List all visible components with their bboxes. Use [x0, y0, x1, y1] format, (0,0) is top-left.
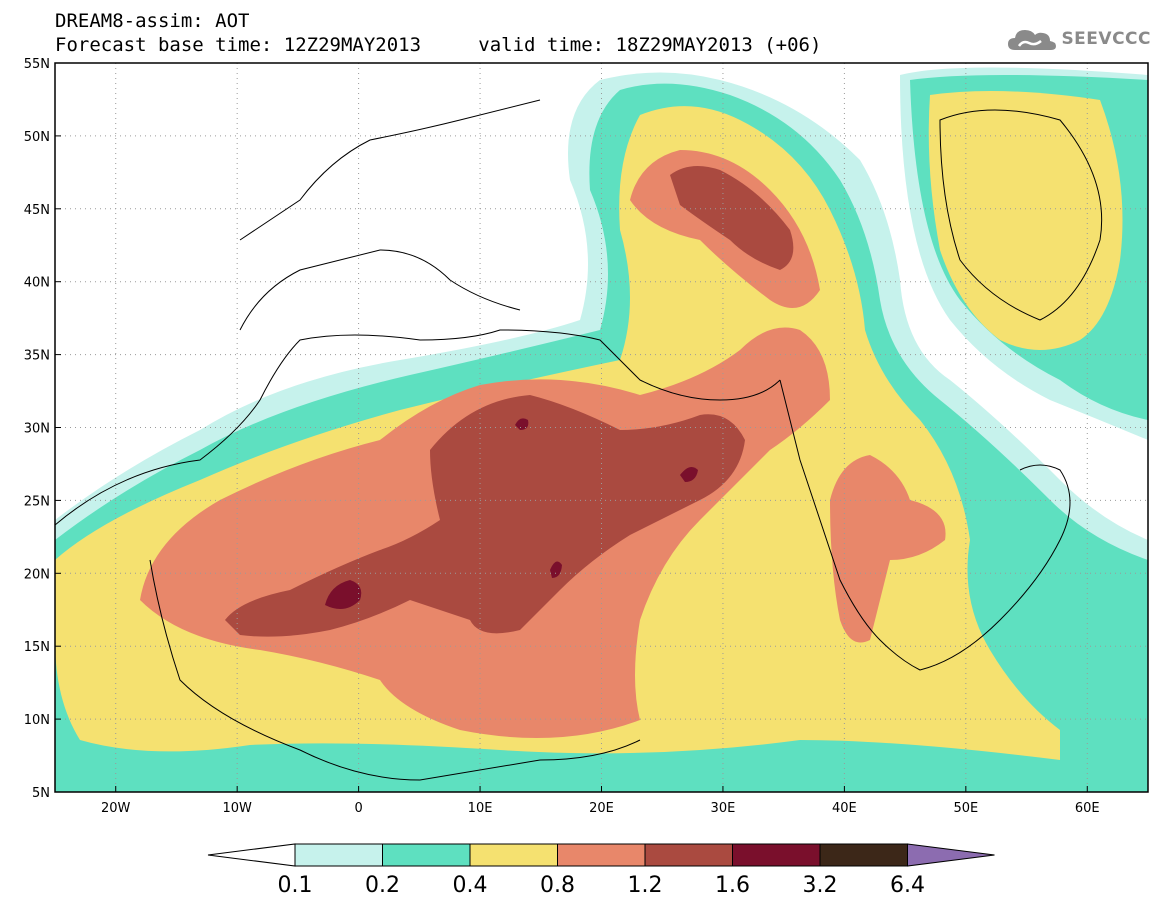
- coastlines: [55, 99, 1103, 781]
- longitude-label: 60E: [1075, 801, 1100, 816]
- colorbar-cell: [382, 843, 471, 867]
- map-subtitle: Forecast base time: 12Z29MAY2013 valid t…: [55, 34, 821, 56]
- colorbar-label: 0.1: [278, 873, 313, 898]
- latitude-label: 50N: [24, 130, 50, 145]
- aot-band-1.6-d: [550, 561, 562, 578]
- aot-band-1.6-a: [325, 580, 362, 609]
- cloud-logo-icon: [1008, 30, 1057, 50]
- longitude-label: 20E: [589, 801, 614, 816]
- longitude-label: 0: [354, 801, 362, 816]
- colorbar-label: 0.4: [453, 873, 488, 898]
- latitude-label: 40N: [24, 276, 50, 291]
- aot-band-1.6-c: [680, 466, 698, 482]
- colorbar: 0.1 0.2 0.4 0.8 1.2 1.6 3.2 6.4: [207, 843, 995, 898]
- latitude-label: 10N: [24, 713, 50, 728]
- aot-band-0.8-arabia: [830, 455, 946, 643]
- colorbar-cell: [732, 843, 821, 867]
- colorbar-label: 0.2: [365, 873, 400, 898]
- latitude-label: 5N: [32, 786, 50, 801]
- colorbar-low-triangle: [207, 843, 296, 867]
- colorbar-label: 1.2: [628, 873, 663, 898]
- longitude-label: 20W: [101, 801, 131, 816]
- colorbar-label: 6.4: [890, 873, 925, 898]
- aot-band-0.4-east: [928, 91, 1123, 350]
- longitude-labels: 20W 10W 0 10E 20E 30E 40E 50E 60E: [101, 786, 1100, 816]
- aot-band-1.2: [225, 395, 745, 637]
- latitude-label: 35N: [24, 349, 50, 364]
- colorbar-label: 3.2: [803, 873, 838, 898]
- colorbar-high-triangle: [907, 843, 995, 867]
- longitude-label: 40E: [832, 801, 857, 816]
- longitude-label: 10E: [468, 801, 493, 816]
- latitude-label: 30N: [24, 422, 50, 437]
- longitude-label: 10W: [222, 801, 252, 816]
- latitude-labels: 55N 50N 45N 40N 35N 30N 25N 20N 15N 10N 5N: [24, 57, 61, 801]
- aot-field: [55, 63, 1148, 792]
- latitude-label: 45N: [24, 203, 50, 218]
- aot-band-1.2-balkans: [670, 166, 794, 270]
- latitude-label: 55N: [24, 57, 50, 72]
- latitude-label: 15N: [24, 640, 50, 655]
- colorbar-label: 1.6: [715, 873, 750, 898]
- colorbar-cell: [557, 843, 646, 867]
- latitude-label: 20N: [24, 567, 50, 582]
- colorbar-cell: [819, 843, 908, 867]
- colorbar-cell: [294, 843, 383, 867]
- base-time-label: Forecast base time: 12Z29MAY2013: [55, 34, 422, 56]
- map-title: DREAM8-assim: AOT: [55, 10, 250, 32]
- seevccc-logo: SEEVCCC: [1007, 26, 1151, 52]
- colorbar-cell: [644, 843, 733, 867]
- longitude-label: 30E: [711, 801, 736, 816]
- logo-text: SEEVCCC: [1061, 29, 1151, 49]
- valid-time-label: valid time: 18Z29MAY2013 (+06): [478, 34, 822, 56]
- longitude-label: 50E: [953, 801, 978, 816]
- latitude-label: 25N: [24, 494, 50, 509]
- colorbar-cell: [469, 843, 558, 867]
- colorbar-label: 0.8: [540, 873, 575, 898]
